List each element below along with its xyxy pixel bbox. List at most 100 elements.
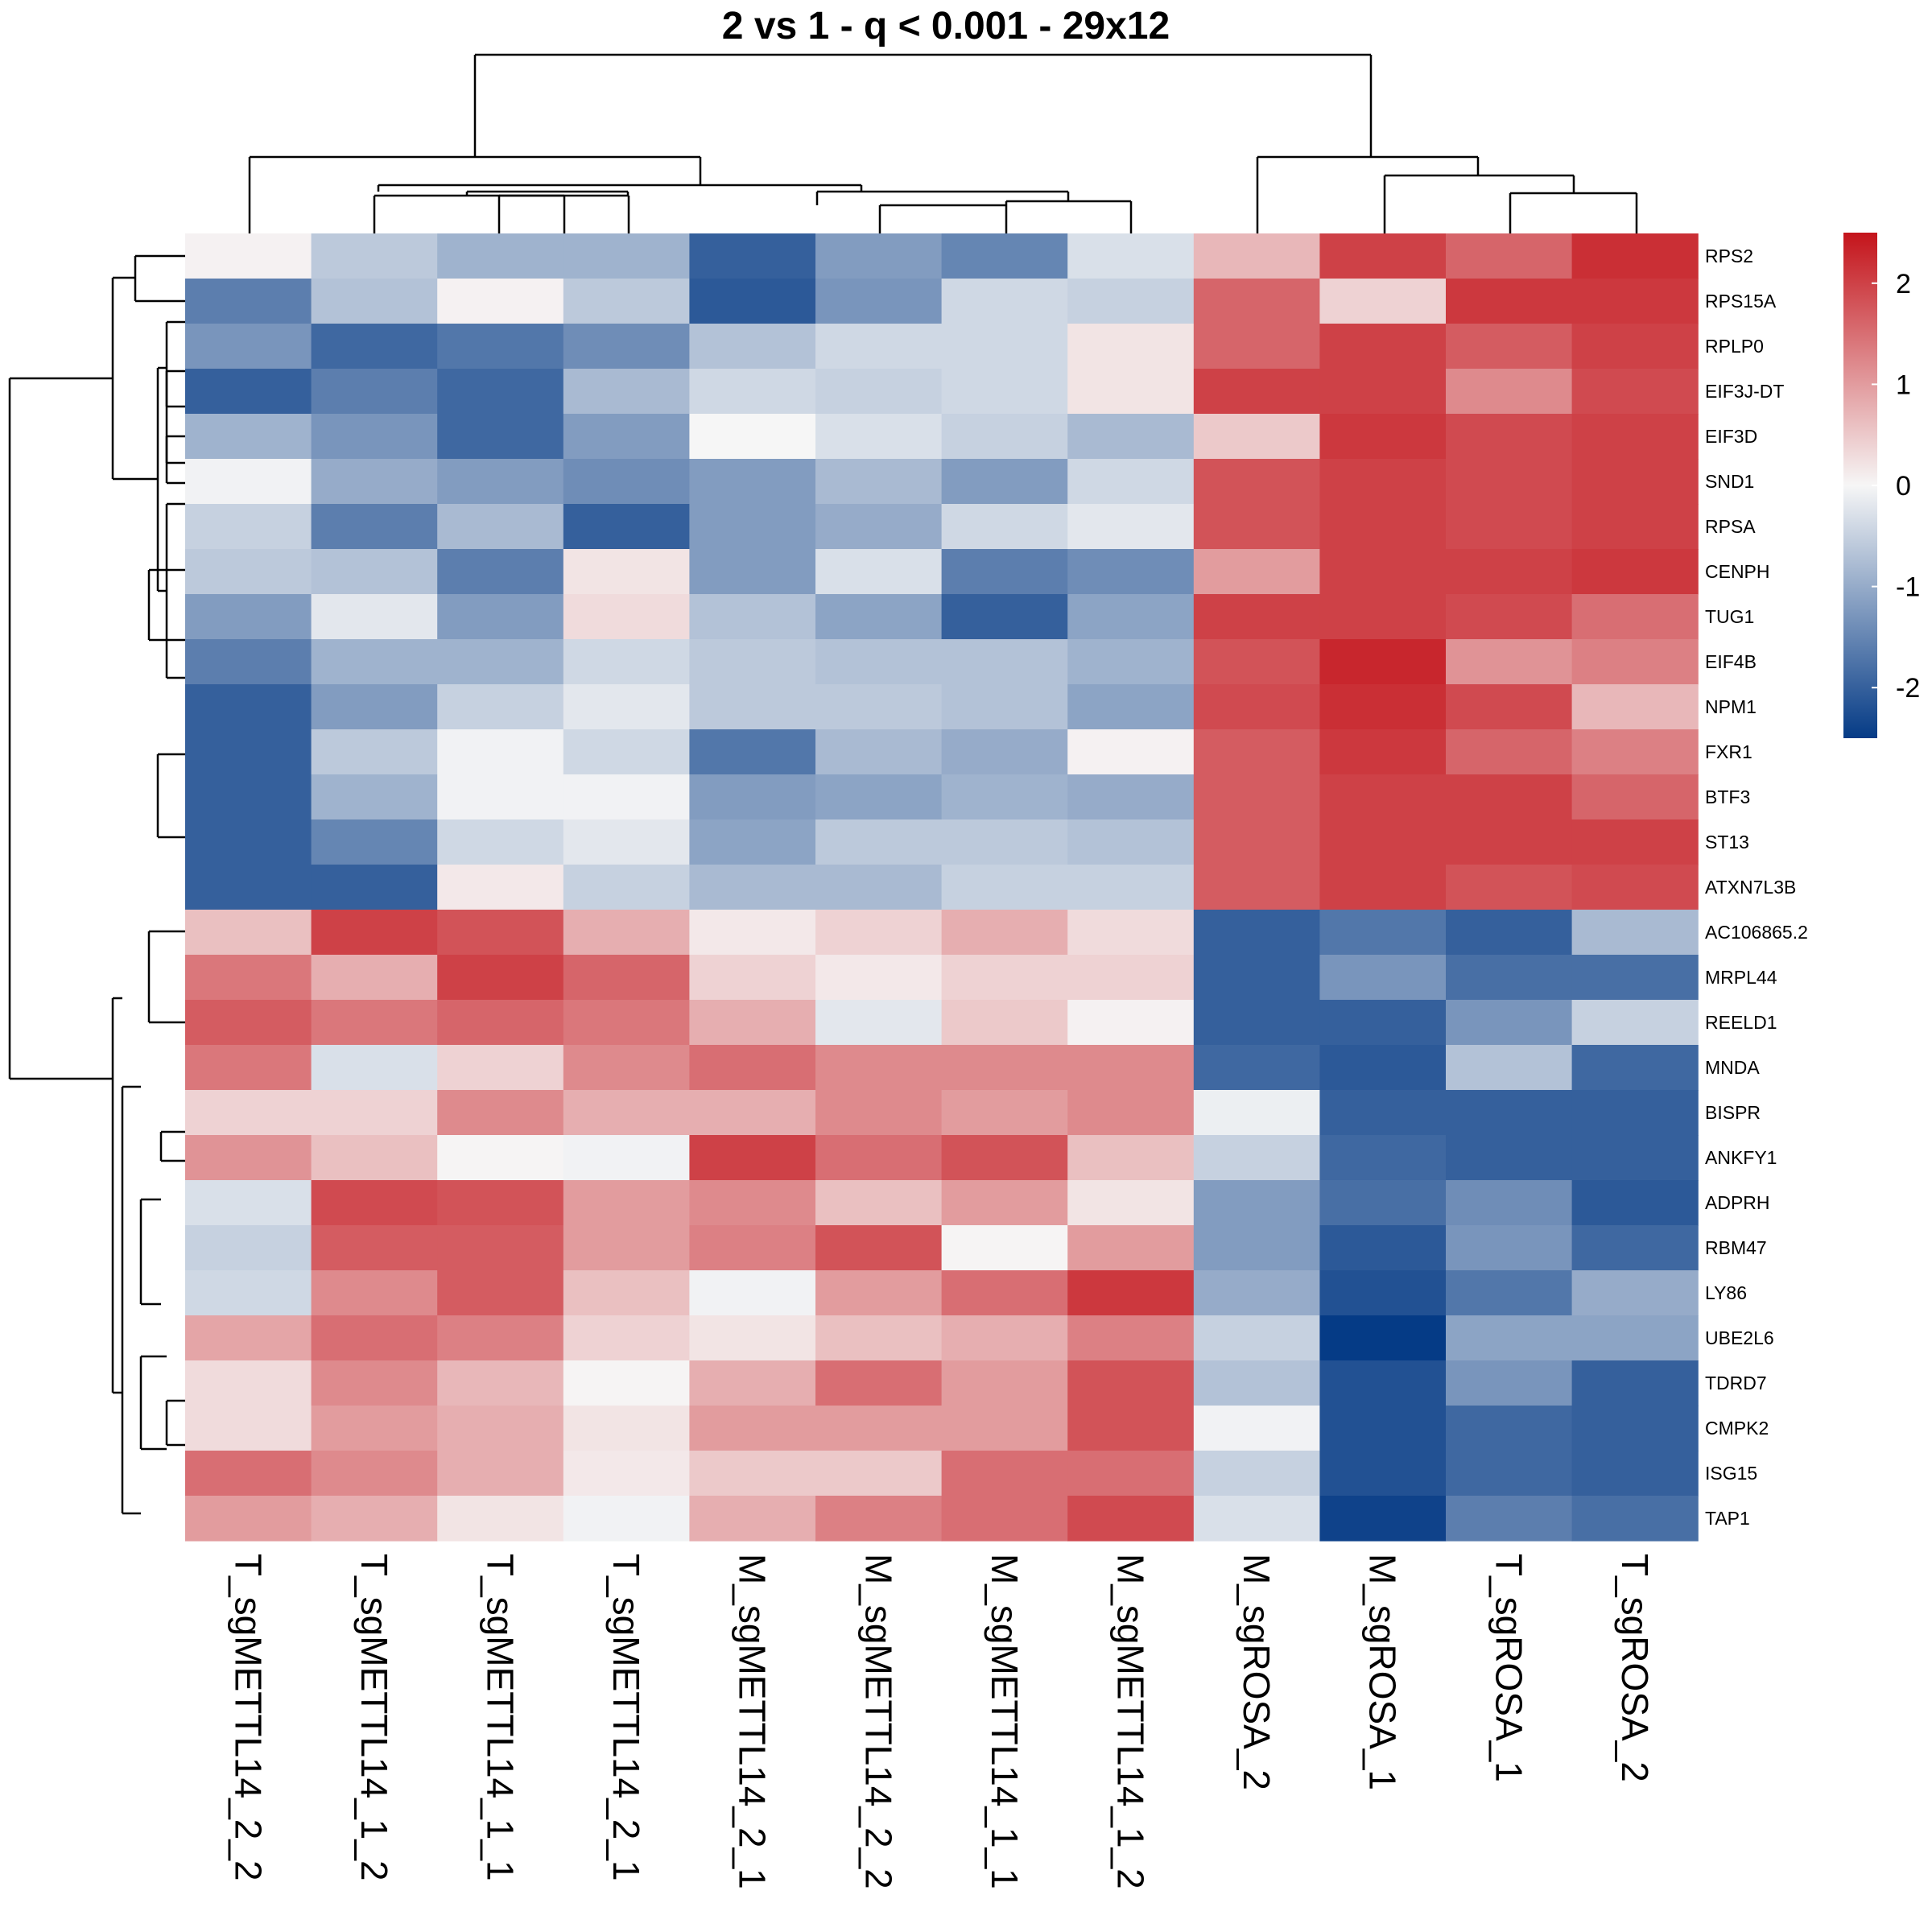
row-label: TAP1	[1705, 1508, 1750, 1529]
heatmap-cell	[689, 1270, 816, 1316]
heatmap-cell	[1571, 1496, 1699, 1542]
heatmap-cell	[1067, 414, 1195, 460]
row-dendrogram-branch	[121, 1085, 141, 1515]
row-label: ADPRH	[1705, 1192, 1770, 1213]
heatmap-cell	[1193, 865, 1320, 910]
heatmap-cell	[1319, 819, 1447, 865]
row-label: TUG1	[1705, 606, 1754, 627]
heatmap-cell	[689, 324, 816, 369]
row-label: RPS2	[1705, 246, 1753, 266]
heatmap-cell	[1571, 1135, 1699, 1181]
heatmap-cell	[689, 549, 816, 595]
column-label: M_sgMETTL14_2_2	[857, 1554, 899, 1889]
heatmap-cell	[1067, 774, 1195, 820]
col-dendrogram-branch	[1509, 192, 1638, 233]
heatmap-cell	[311, 594, 438, 640]
heatmap-cell	[1193, 1090, 1320, 1136]
heatmap-cell	[1319, 594, 1447, 640]
heatmap-cell	[311, 1451, 438, 1496]
heatmap-cell	[941, 1451, 1068, 1496]
heatmap-cell	[1446, 955, 1573, 1001]
heatmap-cell	[689, 594, 816, 640]
row-label: LY86	[1705, 1282, 1747, 1303]
heatmap-cell	[941, 729, 1068, 775]
heatmap-cell	[815, 1180, 943, 1226]
heatmap-cell	[311, 549, 438, 595]
heatmap-cell	[1446, 729, 1573, 775]
row-dendrogram-branch	[147, 568, 185, 642]
legend-tick-label: 2	[1896, 269, 1911, 299]
heatmap-cell	[437, 910, 564, 956]
heatmap-cell	[1193, 1270, 1320, 1316]
heatmap-cell	[815, 1315, 943, 1361]
heatmap-cell	[1193, 459, 1320, 505]
heatmap-cell	[1067, 1000, 1195, 1046]
heatmap-cell	[1571, 639, 1699, 685]
heatmap-cell	[1067, 369, 1195, 415]
heatmap-cell	[1193, 1496, 1320, 1542]
heatmap-cell	[689, 1225, 816, 1271]
heatmap-cell	[1193, 1451, 1320, 1496]
heatmap-cell	[1571, 324, 1699, 369]
heatmap-cell	[185, 1000, 312, 1046]
heatmap-cell	[941, 549, 1068, 595]
heatmap-cell	[1571, 729, 1699, 775]
heatmap-cell	[815, 1045, 943, 1091]
heatmap-cell	[689, 369, 816, 415]
heatmap-cell	[689, 1496, 816, 1542]
color-legend-ticks: 2 1 0 -1 -2	[1872, 269, 1920, 704]
heatmap-cell	[311, 233, 438, 279]
row-label: UBE2L6	[1705, 1327, 1774, 1348]
row-dendrogram-branch	[165, 1399, 185, 1447]
heatmap-cell	[311, 1360, 438, 1406]
heatmap-cell	[1571, 549, 1699, 595]
heatmap-cell	[941, 1045, 1068, 1091]
row-label: EIF4B	[1705, 651, 1757, 672]
heatmap-cell	[437, 729, 564, 775]
heatmap-cell	[1319, 729, 1447, 775]
heatmap-cell	[1067, 1496, 1195, 1542]
heatmap-cell	[689, 819, 816, 865]
heatmap-cell	[941, 1135, 1068, 1181]
heatmap-cell	[1571, 459, 1699, 505]
heatmap-cell	[941, 369, 1068, 415]
heatmap-cell	[815, 1496, 943, 1542]
heatmap-cell	[563, 774, 690, 820]
heatmap-cell	[689, 1315, 816, 1361]
heatmap-cell	[437, 1090, 564, 1136]
heatmap-cell	[815, 549, 943, 595]
heatmap-cell	[1571, 774, 1699, 820]
row-label: RPLP0	[1705, 336, 1764, 357]
column-label: M_sgMETTL14_1_1	[984, 1554, 1026, 1889]
heatmap-cell	[1193, 639, 1320, 685]
chart-title: 2 vs 1 - q < 0.001 - 29x12	[722, 5, 1170, 47]
heatmap-cell	[941, 774, 1068, 820]
heatmap-cell	[941, 1496, 1068, 1542]
heatmap-cell	[1571, 819, 1699, 865]
legend-tick-label: -2	[1896, 673, 1920, 704]
heatmap-cell	[437, 594, 564, 640]
heatmap-cell	[689, 639, 816, 685]
heatmap-cell	[1571, 1225, 1699, 1271]
heatmap-cell	[311, 504, 438, 550]
heatmap-cell	[311, 684, 438, 730]
col-dendrogram-branch	[1383, 174, 1575, 233]
heatmap-cell	[941, 1090, 1068, 1136]
heatmap-cell	[1446, 1406, 1573, 1451]
heatmap-cell	[563, 1090, 690, 1136]
heatmap-cell	[1067, 279, 1195, 324]
heatmap-cell	[1193, 369, 1320, 415]
heatmap-cell	[1319, 1225, 1447, 1271]
heatmap-cell	[437, 1135, 564, 1181]
heatmap-cell	[1193, 1180, 1320, 1226]
heatmap-cell	[311, 910, 438, 956]
row-label: ST13	[1705, 832, 1749, 852]
heatmap-cell	[1319, 1270, 1447, 1316]
heatmap-cell	[941, 910, 1068, 956]
heatmap-cell	[311, 955, 438, 1001]
row-label: RPS15A	[1705, 291, 1777, 312]
heatmap-cell	[1446, 459, 1573, 505]
heatmap-cell	[1067, 910, 1195, 956]
heatmap-cell	[1446, 639, 1573, 685]
